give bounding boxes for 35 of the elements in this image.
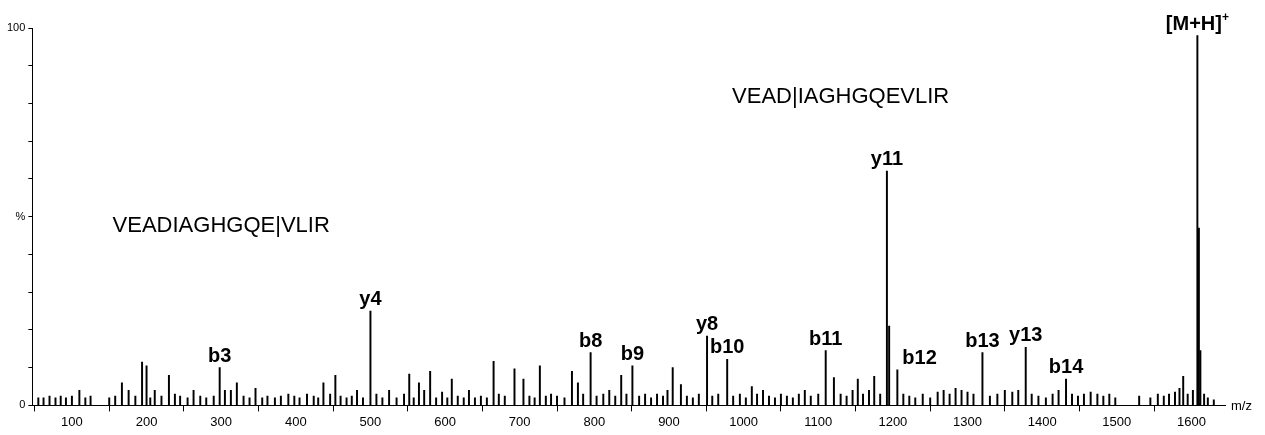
x-tick-label: 1600 [1176, 413, 1206, 429]
annotation: b13 [965, 328, 1000, 351]
annotation: y11 [870, 147, 904, 170]
annotation: b11 [809, 326, 843, 349]
annotation: b9 [620, 341, 645, 364]
annotation: VEAD|IAGHGQEVLIR [732, 83, 950, 109]
annotation: b14 [1048, 354, 1085, 377]
x-tick-label: 900 [658, 413, 680, 429]
y-tick-label: % [15, 209, 26, 222]
x-tick-label: 300 [210, 413, 233, 429]
annotation: b10 [709, 335, 745, 358]
annotation: VEADIAGHGQE|VLIR [112, 211, 330, 237]
x-axis-title: m/z [1231, 398, 1252, 414]
annotation: b3 [208, 343, 232, 366]
x-tick-label: 700 [508, 413, 531, 429]
x-tick-label: 500 [359, 413, 382, 429]
x-tick-label: 1400 [1027, 413, 1057, 429]
annotation: y8 [695, 311, 719, 334]
annotation: b12 [902, 345, 937, 368]
x-tick-label: 600 [434, 413, 456, 429]
x-tick-label: 1100 [804, 413, 833, 429]
x-tick-label: 400 [284, 413, 307, 429]
y-tick-label: 100 [6, 21, 26, 34]
x-tick-label: 1000 [729, 413, 759, 429]
annotation: b8 [578, 328, 603, 351]
annotation: y4 [359, 287, 383, 310]
x-tick-label: 200 [135, 413, 158, 429]
annotation: [M+H]+ [1165, 9, 1229, 34]
x-tick-label: 800 [583, 413, 606, 429]
annotation: y13 [1009, 323, 1043, 346]
y-tick-label: 0 [19, 398, 26, 411]
x-tick-label: 1500 [1102, 413, 1132, 429]
x-tick-label: 100 [61, 413, 83, 429]
x-tick-label: 1300 [953, 413, 982, 429]
x-tick-label: 1200 [878, 413, 908, 429]
